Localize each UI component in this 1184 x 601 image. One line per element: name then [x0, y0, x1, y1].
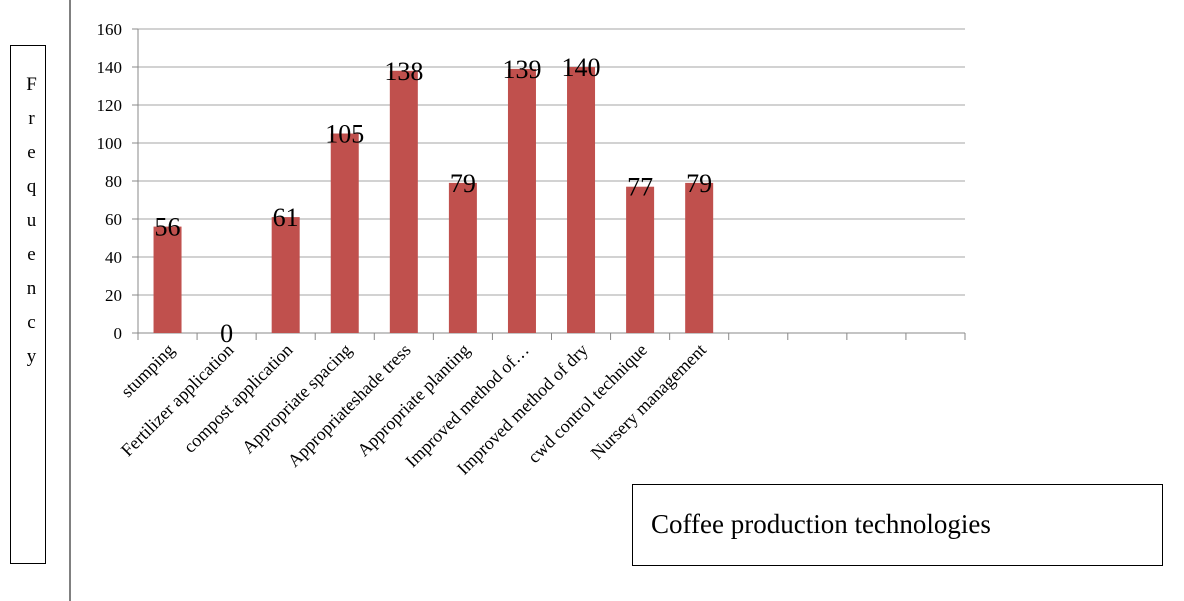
x-axis-label: Coffee production technologies	[651, 509, 991, 539]
x-tick-label: Appropriate spacing	[238, 340, 356, 458]
y-tick-label: 100	[97, 134, 123, 153]
data-label: 105	[325, 120, 364, 149]
y-tick-label: 120	[97, 96, 123, 115]
data-label: 56	[155, 213, 181, 242]
bar	[330, 133, 359, 333]
bar	[626, 186, 655, 333]
bar	[507, 68, 536, 334]
y-tick-label: 40	[105, 248, 122, 267]
bar	[567, 67, 596, 333]
data-label: 138	[384, 57, 423, 86]
y-tick-label: 160	[97, 20, 123, 39]
bar	[271, 217, 300, 333]
y-tick-label: 0	[114, 324, 123, 343]
data-label: 77	[627, 173, 653, 202]
x-tick-label: compost application	[180, 340, 297, 457]
bar	[153, 226, 182, 333]
y-tick-label: 140	[97, 58, 123, 77]
data-label: 0	[220, 319, 233, 348]
bar	[685, 182, 714, 333]
y-axis-label: Frequency	[21, 74, 42, 380]
bar	[448, 182, 477, 333]
x-tick-label: stumping	[117, 340, 179, 402]
x-tick-label: Fertilizer application	[117, 340, 238, 461]
data-label: 79	[686, 169, 712, 198]
x-tick-label: Appropriate planting	[353, 340, 474, 461]
y-tick-label: 60	[105, 210, 122, 229]
data-label: 61	[273, 203, 299, 232]
y-label-box: Frequency	[10, 45, 46, 564]
x-label-box: Coffee production technologies	[632, 484, 1163, 566]
data-label: 139	[502, 55, 541, 84]
x-tick-label: Nursery management	[587, 340, 710, 463]
y-tick-label: 80	[105, 172, 122, 191]
bar	[389, 70, 418, 334]
data-label: 140	[562, 53, 601, 82]
y-tick-label: 20	[105, 286, 122, 305]
data-label: 79	[450, 169, 476, 198]
